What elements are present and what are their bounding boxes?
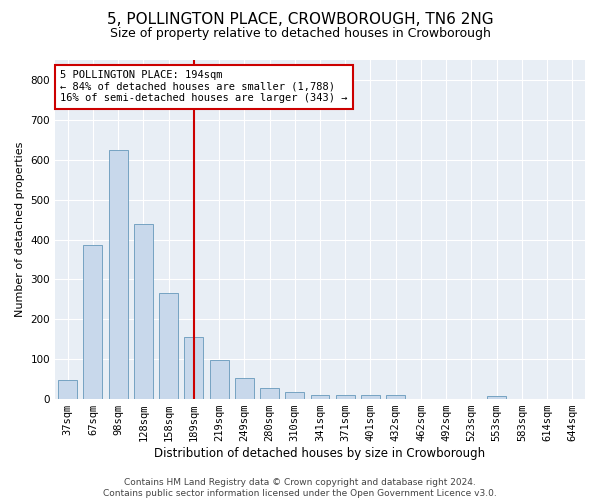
- Bar: [235, 378, 254, 399]
- Bar: [134, 224, 153, 399]
- Bar: [184, 338, 203, 399]
- Text: 5, POLLINGTON PLACE, CROWBOROUGH, TN6 2NG: 5, POLLINGTON PLACE, CROWBOROUGH, TN6 2N…: [107, 12, 493, 28]
- Bar: [83, 246, 103, 399]
- Bar: [58, 380, 77, 399]
- Bar: [159, 292, 178, 399]
- Bar: [487, 396, 506, 399]
- Bar: [361, 394, 380, 399]
- Bar: [386, 395, 405, 399]
- X-axis label: Distribution of detached houses by size in Crowborough: Distribution of detached houses by size …: [154, 447, 485, 460]
- Bar: [286, 392, 304, 399]
- Bar: [336, 394, 355, 399]
- Y-axis label: Number of detached properties: Number of detached properties: [15, 142, 25, 317]
- Text: 5 POLLINGTON PLACE: 194sqm
← 84% of detached houses are smaller (1,788)
16% of s: 5 POLLINGTON PLACE: 194sqm ← 84% of deta…: [61, 70, 348, 103]
- Bar: [109, 150, 128, 399]
- Bar: [209, 360, 229, 399]
- Bar: [311, 394, 329, 399]
- Text: Contains HM Land Registry data © Crown copyright and database right 2024.
Contai: Contains HM Land Registry data © Crown c…: [103, 478, 497, 498]
- Text: Size of property relative to detached houses in Crowborough: Size of property relative to detached ho…: [110, 28, 490, 40]
- Bar: [260, 388, 279, 399]
